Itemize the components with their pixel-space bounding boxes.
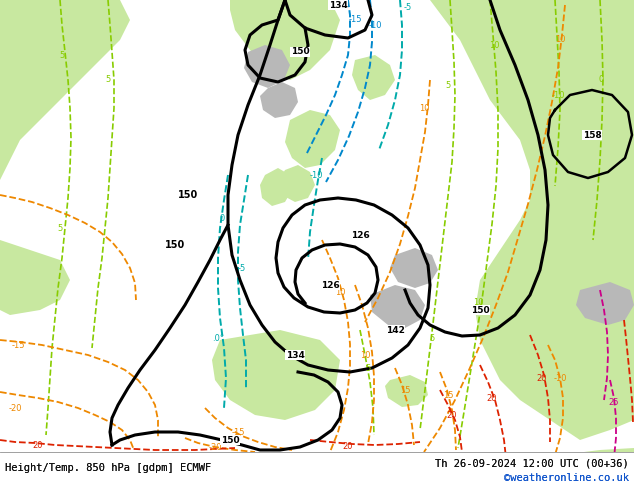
Text: -5: -5 bbox=[404, 3, 412, 13]
Text: ©weatheronline.co.uk: ©weatheronline.co.uk bbox=[504, 473, 629, 483]
Polygon shape bbox=[212, 330, 340, 420]
Text: 150: 150 bbox=[470, 305, 489, 315]
Text: -15: -15 bbox=[231, 427, 245, 437]
Text: 20: 20 bbox=[343, 441, 353, 450]
Polygon shape bbox=[400, 0, 634, 440]
Text: -15: -15 bbox=[11, 341, 25, 349]
Text: -20: -20 bbox=[8, 403, 22, 413]
Text: Th 26-09-2024 12:00 UTC (00+36): Th 26-09-2024 12:00 UTC (00+36) bbox=[436, 458, 629, 468]
Text: Th 26-09-2024 12:00 UTC (00+36): Th 26-09-2024 12:00 UTC (00+36) bbox=[436, 458, 629, 468]
Text: 5: 5 bbox=[429, 334, 435, 343]
Text: Height/Temp. 850 hPa [gdpm] ECMWF: Height/Temp. 850 hPa [gdpm] ECMWF bbox=[5, 463, 211, 473]
Text: 142: 142 bbox=[385, 325, 404, 335]
Polygon shape bbox=[0, 0, 130, 180]
Text: -20: -20 bbox=[208, 442, 222, 451]
Polygon shape bbox=[0, 452, 634, 490]
Text: 5: 5 bbox=[57, 223, 63, 232]
Text: -10: -10 bbox=[309, 171, 323, 179]
Text: 150: 150 bbox=[290, 48, 309, 56]
Text: 25: 25 bbox=[609, 397, 619, 407]
Polygon shape bbox=[385, 375, 428, 407]
Text: 126: 126 bbox=[321, 280, 339, 290]
Text: 10: 10 bbox=[489, 41, 499, 49]
Text: 150: 150 bbox=[221, 436, 239, 444]
Polygon shape bbox=[0, 240, 70, 315]
Text: -10: -10 bbox=[553, 373, 567, 383]
Text: -5: -5 bbox=[238, 264, 246, 272]
Text: 0: 0 bbox=[598, 75, 604, 84]
Text: -10: -10 bbox=[551, 91, 565, 99]
Polygon shape bbox=[285, 110, 340, 168]
Polygon shape bbox=[230, 0, 340, 80]
Text: 10: 10 bbox=[555, 35, 566, 45]
Text: 150: 150 bbox=[178, 190, 198, 200]
Polygon shape bbox=[0, 448, 634, 490]
Text: 158: 158 bbox=[583, 130, 602, 140]
Text: 20: 20 bbox=[447, 411, 457, 419]
Text: Height/Temp. 850 hPa [gdpm] ECMWF: Height/Temp. 850 hPa [gdpm] ECMWF bbox=[5, 463, 211, 473]
Text: 10: 10 bbox=[359, 350, 370, 360]
Text: 20: 20 bbox=[33, 441, 43, 449]
Text: .0°: .0° bbox=[212, 334, 224, 343]
Polygon shape bbox=[352, 55, 395, 100]
Polygon shape bbox=[390, 248, 438, 288]
Text: 20: 20 bbox=[487, 393, 497, 402]
Text: 134: 134 bbox=[328, 0, 347, 9]
Text: 126: 126 bbox=[351, 230, 370, 240]
Polygon shape bbox=[576, 282, 634, 325]
Text: 10: 10 bbox=[335, 288, 346, 296]
Polygon shape bbox=[370, 285, 425, 328]
Text: 0: 0 bbox=[219, 214, 224, 222]
Text: 5: 5 bbox=[105, 75, 110, 84]
Text: 5: 5 bbox=[445, 80, 451, 90]
Text: -10: -10 bbox=[368, 21, 382, 29]
Polygon shape bbox=[0, 452, 634, 490]
Text: -15: -15 bbox=[348, 16, 362, 24]
Text: 20: 20 bbox=[537, 373, 547, 383]
Polygon shape bbox=[278, 165, 315, 202]
Text: 5: 5 bbox=[60, 50, 65, 59]
Polygon shape bbox=[260, 168, 292, 206]
Text: 150: 150 bbox=[165, 240, 185, 250]
Text: 134: 134 bbox=[285, 350, 304, 360]
Text: 10: 10 bbox=[418, 103, 429, 113]
Text: 15: 15 bbox=[400, 386, 410, 394]
Text: 5: 5 bbox=[365, 364, 371, 372]
Text: 15: 15 bbox=[443, 391, 453, 399]
Text: 10: 10 bbox=[473, 297, 483, 307]
Polygon shape bbox=[260, 82, 298, 118]
Text: ©weatheronline.co.uk: ©weatheronline.co.uk bbox=[504, 473, 629, 483]
Polygon shape bbox=[244, 45, 290, 88]
